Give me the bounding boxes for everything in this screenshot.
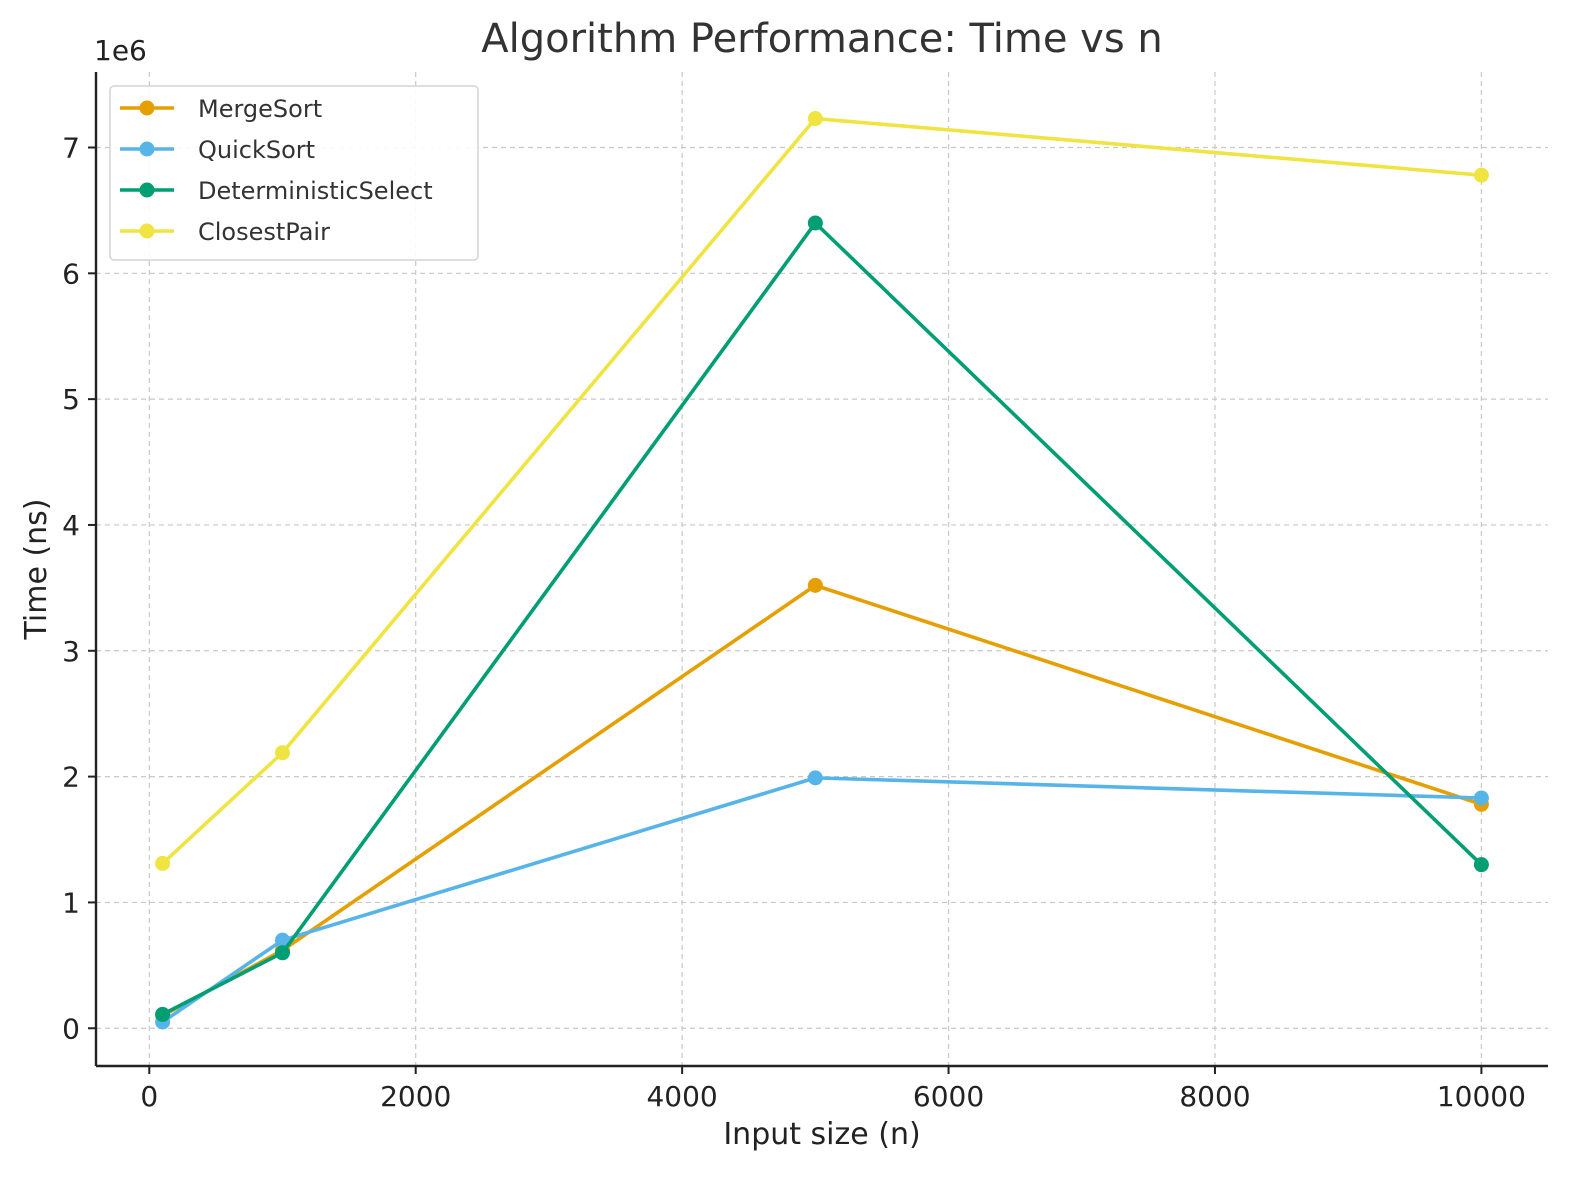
data-point [807, 215, 823, 231]
y-tick-label: 4 [62, 509, 80, 542]
legend-marker [139, 100, 155, 116]
x-tick-label: 2000 [380, 1080, 451, 1113]
x-tick-label: 8000 [1179, 1080, 1250, 1113]
chart-title: Algorithm Performance: Time vs n [481, 16, 1162, 62]
data-point [1473, 167, 1489, 183]
series-line [161, 583, 1482, 1018]
y-axis-offset-label: 1e6 [94, 34, 147, 67]
legend-item: MergeSort [120, 95, 322, 123]
legend-label: DeterministicSelect [198, 177, 433, 205]
y-tick-label: 6 [62, 257, 80, 290]
legend-item: DeterministicSelect [120, 177, 433, 205]
data-point [807, 770, 823, 786]
data-point [155, 855, 171, 871]
series-DeterministicSelect [155, 215, 1489, 1022]
legend-item: ClosestPair [120, 218, 330, 246]
data-point [807, 577, 823, 593]
y-tick-label: 5 [62, 383, 80, 416]
x-tick-label: 4000 [646, 1080, 717, 1113]
data-point [1473, 857, 1489, 873]
data-point [274, 745, 290, 761]
y-tick-label: 0 [62, 1012, 80, 1045]
series-MergeSort [155, 577, 1489, 1024]
y-tick-label: 7 [62, 131, 80, 164]
series-line [161, 776, 1482, 1024]
x-axis-label: Input size (n) [723, 1117, 920, 1152]
legend-marker [139, 141, 155, 157]
x-tick-label: 0 [140, 1080, 158, 1113]
data-point [274, 945, 290, 961]
y-tick-label: 2 [62, 761, 80, 794]
legend: MergeSort QuickSort DeterministicSelect Clo… [109, 85, 479, 261]
series-line [161, 116, 1482, 865]
legend-label: QuickSort [198, 136, 315, 164]
legend-box [109, 85, 479, 261]
series-line [161, 221, 1483, 1017]
y-axis-label: Time (ns) [19, 498, 54, 640]
y-tick-label: 3 [62, 635, 80, 668]
legend-marker [139, 182, 155, 198]
series-ClosestPair [155, 111, 1489, 871]
legend-label: ClosestPair [198, 218, 330, 246]
series-layer [155, 111, 1489, 1030]
legend-label: MergeSort [198, 95, 322, 123]
data-point [1473, 790, 1489, 806]
y-tick-label: 1 [62, 886, 80, 919]
axes: 0 2000 4000 6000 8000 10000 0 1 2 3 4 5 6 7 [62, 72, 1548, 1113]
data-point [807, 111, 823, 127]
legend-marker [139, 223, 155, 239]
data-point [274, 932, 290, 948]
data-point [155, 1006, 171, 1022]
legend-item: QuickSort [120, 136, 315, 164]
x-tick-label: 10000 [1437, 1080, 1526, 1113]
x-tick-label: 6000 [913, 1080, 984, 1113]
